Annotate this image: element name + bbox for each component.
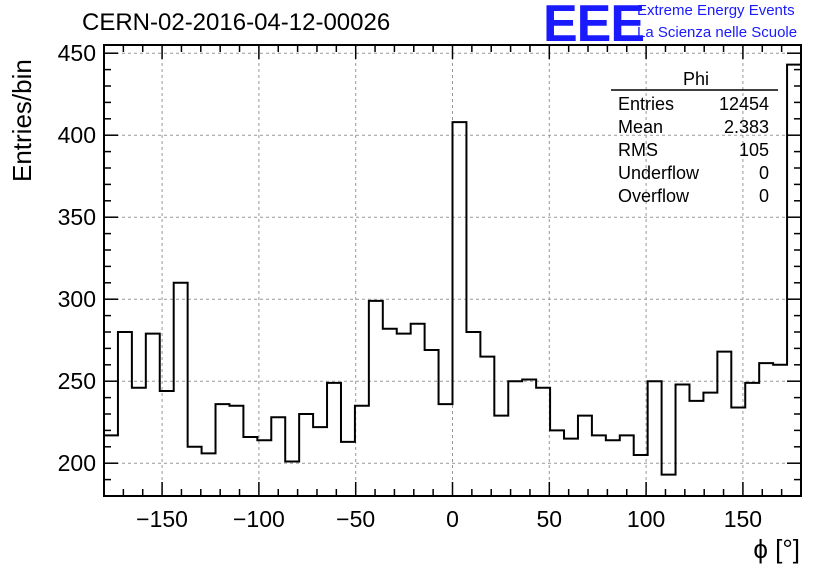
stats-label-underflow: Underflow [618,163,700,183]
histogram-bin [592,435,606,496]
x-axis-label: ϕ [°] [753,534,800,564]
histogram-bin [662,475,676,496]
stats-value-overflow: 0 [759,186,769,206]
histogram-bin [132,388,146,496]
histogram-bin [202,453,216,496]
y-tick-label: 350 [58,204,96,230]
axis-tick-labels: −150 −100 −50 0 50 100 150 200 250 300 350 400 450 [58,40,762,532]
stats-value-mean: 2.383 [724,117,769,137]
y-tick-label: 200 [58,450,96,476]
histogram-bin [480,357,494,496]
histogram-bin [578,416,592,496]
histogram-bin [327,383,341,496]
stats-label-entries: Entries [618,94,674,114]
logo-line-2: La Scienza nelle Scuole [637,24,798,41]
stats-value-underflow: 0 [759,163,769,183]
histogram-bin [383,329,397,496]
histogram-bin [759,363,773,496]
x-tick-label: 50 [537,506,563,532]
histogram-bin [773,365,787,496]
histogram-bin [689,401,703,496]
stats-label-rms: RMS [618,140,658,160]
histogram-bin [676,384,690,496]
histogram-bin [439,404,453,496]
histogram-bin [508,381,522,496]
histogram-bin [397,334,411,496]
stats-value-rms: 105 [739,140,769,160]
histogram-bin [536,388,550,496]
histogram-bin [104,435,118,496]
histogram-bars [104,63,801,496]
histogram-bin [146,334,160,496]
histogram-bin [564,439,578,496]
x-tick-label: −50 [336,506,375,532]
histogram-bin [522,380,536,496]
histogram-bin [717,352,731,496]
y-tick-label: 300 [58,286,96,312]
stats-name: Phi [683,69,709,89]
histogram-bin [355,406,369,496]
plot-title: CERN-02-2016-04-12-00026 [82,9,391,36]
stats-label-overflow: Overflow [618,186,690,206]
histogram-bin [466,332,480,496]
x-tick-label: −150 [136,506,188,532]
histogram-bin [620,435,634,496]
histogram-bin [787,65,801,496]
histogram-bin [271,417,285,496]
stats-label-mean: Mean [618,117,663,137]
histogram-bin [369,301,383,496]
histogram-bin [216,404,230,496]
y-tick-label: 450 [58,40,96,66]
histogram-bin [299,414,313,496]
histogram-bin [313,427,327,496]
histogram-bin [745,383,759,496]
histogram-bin [118,332,132,496]
y-axis-label: Entries/bin [7,59,37,182]
histogram-bin [411,324,425,496]
histogram-bin [606,440,620,496]
histogram-bin [425,350,439,496]
x-tick-label: −100 [233,506,285,532]
histogram-bin [453,122,467,496]
histogram-bin [494,416,508,496]
histogram-bin [229,406,243,496]
x-tick-label: 150 [724,506,762,532]
x-tick-label: 100 [627,506,665,532]
y-tick-label: 400 [58,122,96,148]
histogram-bin [188,447,202,496]
stats-value-entries: 12454 [719,94,769,114]
x-tick-label: 0 [446,506,459,532]
histogram-outline [104,63,801,476]
histogram-bin [703,393,717,496]
axis-ticks [103,45,802,497]
histogram-bin [243,437,257,496]
logo-line-1: Extreme Energy Events [637,2,795,19]
stats-box: Phi Entries 12454 Mean 2.383 RMS 105 Und… [611,69,778,206]
histogram-bin [174,283,188,496]
histogram-bin [648,381,662,496]
y-tick-label: 250 [58,368,96,394]
histogram-bin [341,442,355,496]
